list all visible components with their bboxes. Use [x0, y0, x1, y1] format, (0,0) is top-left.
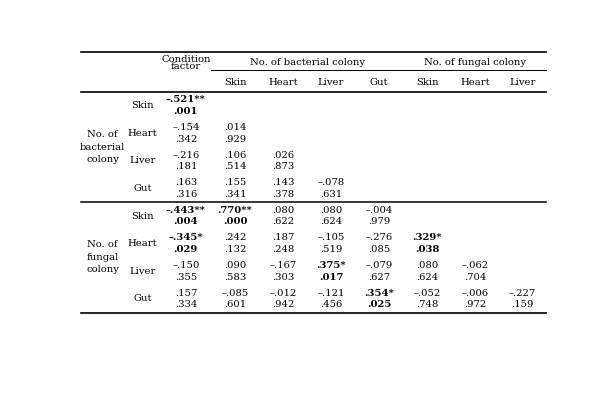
Text: .624: .624 [320, 217, 342, 226]
Text: .181: .181 [174, 162, 197, 171]
Text: .627: .627 [368, 272, 390, 281]
Text: –.004: –.004 [365, 206, 393, 215]
Text: Liver: Liver [129, 267, 155, 276]
Text: .029: .029 [174, 245, 198, 254]
Text: factor: factor [171, 62, 201, 71]
Text: .929: .929 [224, 134, 246, 143]
Text: Condition: Condition [161, 55, 211, 64]
Text: Liver: Liver [509, 78, 536, 87]
Text: .631: .631 [320, 190, 342, 199]
Text: Gut: Gut [370, 78, 389, 87]
Text: .106: .106 [224, 151, 246, 160]
Text: –.167: –.167 [269, 261, 297, 270]
Text: .303: .303 [272, 272, 294, 281]
Text: –.227: –.227 [509, 288, 536, 298]
Text: .090: .090 [224, 261, 246, 270]
Text: .025: .025 [367, 300, 391, 309]
Text: .354*: .354* [364, 288, 394, 298]
Text: .026: .026 [272, 151, 294, 160]
Text: .159: .159 [512, 300, 534, 309]
Text: .143: .143 [272, 178, 294, 187]
Text: –.078: –.078 [318, 178, 345, 187]
Text: –.105: –.105 [318, 233, 345, 242]
Text: –.345*: –.345* [168, 233, 203, 242]
Text: .583: .583 [224, 272, 246, 281]
Text: Skin: Skin [131, 101, 154, 110]
Text: Gut: Gut [133, 184, 152, 193]
Text: Heart: Heart [460, 78, 490, 87]
Text: –.079: –.079 [365, 261, 393, 270]
Text: .080: .080 [272, 206, 294, 215]
Text: .001: .001 [174, 107, 198, 116]
Text: –.085: –.085 [222, 288, 248, 298]
Text: .316: .316 [174, 190, 197, 199]
Text: .242: .242 [224, 233, 246, 242]
Text: .132: .132 [224, 245, 246, 254]
Text: No. of
fungal
colony: No. of fungal colony [86, 241, 119, 274]
Text: .155: .155 [224, 178, 246, 187]
Text: .004: .004 [174, 217, 198, 226]
Text: .017: .017 [319, 272, 343, 281]
Text: .378: .378 [272, 190, 294, 199]
Text: –.012: –.012 [269, 288, 297, 298]
Text: .334: .334 [174, 300, 197, 309]
Text: .014: .014 [224, 123, 247, 132]
Text: .624: .624 [416, 272, 438, 281]
Text: .329*: .329* [412, 233, 442, 242]
Text: Liver: Liver [318, 78, 345, 87]
Text: Gut: Gut [133, 294, 152, 303]
Text: –.154: –.154 [172, 123, 200, 132]
Text: Heart: Heart [268, 78, 298, 87]
Text: –.062: –.062 [461, 261, 488, 270]
Text: .601: .601 [224, 300, 246, 309]
Text: Liver: Liver [129, 156, 155, 165]
Text: .375*: .375* [316, 261, 346, 270]
Text: Skin: Skin [131, 211, 154, 220]
Text: –.150: –.150 [172, 261, 200, 270]
Text: .341: .341 [224, 190, 247, 199]
Text: Skin: Skin [224, 78, 247, 87]
Text: –.006: –.006 [461, 288, 488, 298]
Text: –.276: –.276 [365, 233, 393, 242]
Text: .748: .748 [416, 300, 438, 309]
Text: Skin: Skin [416, 78, 438, 87]
Text: No. of
bacterial
colony: No. of bacterial colony [80, 130, 125, 164]
Text: .873: .873 [272, 162, 294, 171]
Text: .248: .248 [272, 245, 294, 254]
Text: No. of bacterial colony: No. of bacterial colony [250, 58, 365, 67]
Text: .080: .080 [320, 206, 342, 215]
Text: .514: .514 [224, 162, 247, 171]
Text: Heart: Heart [127, 239, 157, 248]
Text: .342: .342 [174, 134, 197, 143]
Text: .704: .704 [464, 272, 487, 281]
Text: .038: .038 [415, 245, 439, 254]
Text: Heart: Heart [127, 129, 157, 138]
Text: .000: .000 [223, 217, 247, 226]
Text: .080: .080 [416, 261, 438, 270]
Text: No. of fungal colony: No. of fungal colony [424, 58, 526, 67]
Text: –.216: –.216 [172, 151, 200, 160]
Text: –.052: –.052 [414, 288, 441, 298]
Text: .770**: .770** [218, 206, 253, 215]
Text: .622: .622 [272, 217, 294, 226]
Text: .456: .456 [320, 300, 342, 309]
Text: .157: .157 [174, 288, 197, 298]
Text: .519: .519 [320, 245, 342, 254]
Text: .163: .163 [174, 178, 197, 187]
Text: –.521**: –.521** [166, 95, 206, 105]
Text: .972: .972 [464, 300, 486, 309]
Text: –.121: –.121 [318, 288, 345, 298]
Text: .355: .355 [174, 272, 197, 281]
Text: .979: .979 [368, 217, 390, 226]
Text: –.443**: –.443** [166, 206, 206, 215]
Text: .187: .187 [272, 233, 294, 242]
Text: .085: .085 [368, 245, 390, 254]
Text: .942: .942 [272, 300, 294, 309]
